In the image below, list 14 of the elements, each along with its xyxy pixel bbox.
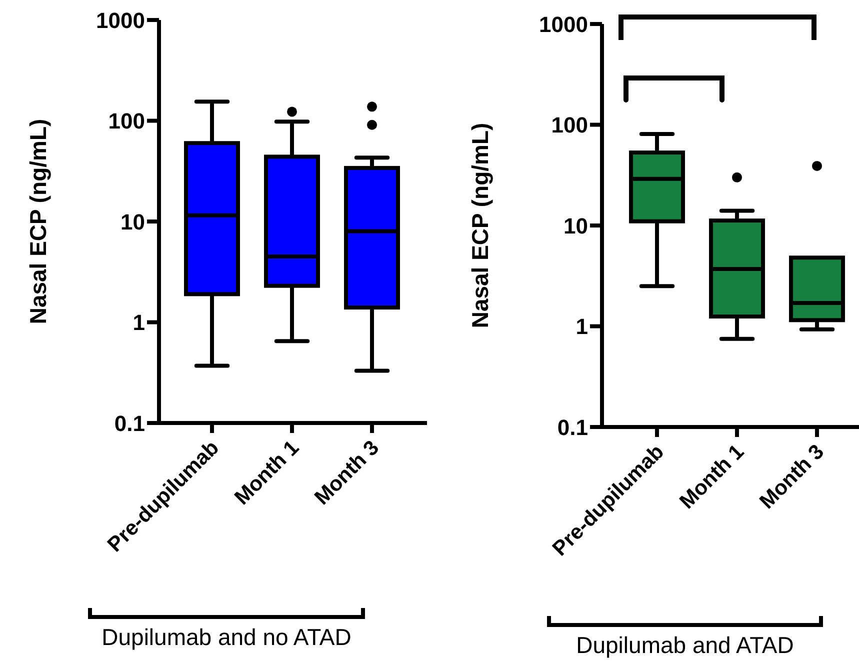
y-tick-label: 1000 — [539, 12, 588, 37]
y-axis-title: Nasal ECP (ng/mL) — [25, 118, 51, 324]
x-axis-title: Dupilumab and ATAD — [575, 632, 795, 659]
y-tick-label: 1 — [132, 310, 145, 336]
y-tick-label: 100 — [108, 108, 145, 134]
y-tick-label: 10 — [564, 213, 588, 238]
y-tick-label: 1000 — [96, 8, 145, 33]
y-tick-label: 0.1 — [557, 414, 588, 440]
y-tick-label: 10 — [120, 209, 145, 234]
y-tick-label: 100 — [551, 112, 588, 138]
x-axis-title: Dupilumab and no ATAD — [100, 624, 352, 651]
y-axis-title: Nasal ECP (ng/mL) — [467, 122, 493, 328]
y-tick-label: 0.1 — [114, 410, 145, 436]
y-tick-label: 1 — [576, 314, 588, 340]
